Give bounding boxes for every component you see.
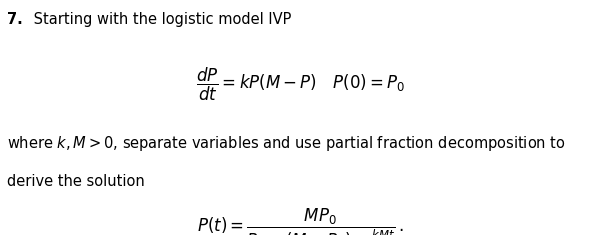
Text: derive the solution: derive the solution xyxy=(7,174,145,189)
Text: $P(t) = \dfrac{MP_0}{P_0 + (M - P_0)e^{-kMt}}\,.$: $P(t) = \dfrac{MP_0}{P_0 + (M - P_0)e^{-… xyxy=(197,207,404,235)
Text: where $k, M > 0$, separate variables and use partial fraction decomposition to: where $k, M > 0$, separate variables and… xyxy=(7,134,566,153)
Text: $\dfrac{dP}{dt} = kP(M - P) \quad P(0) = P_0$: $\dfrac{dP}{dt} = kP(M - P) \quad P(0) =… xyxy=(196,66,405,103)
Text: 7.: 7. xyxy=(7,12,23,27)
Text: Starting with the logistic model IVP: Starting with the logistic model IVP xyxy=(29,12,291,27)
